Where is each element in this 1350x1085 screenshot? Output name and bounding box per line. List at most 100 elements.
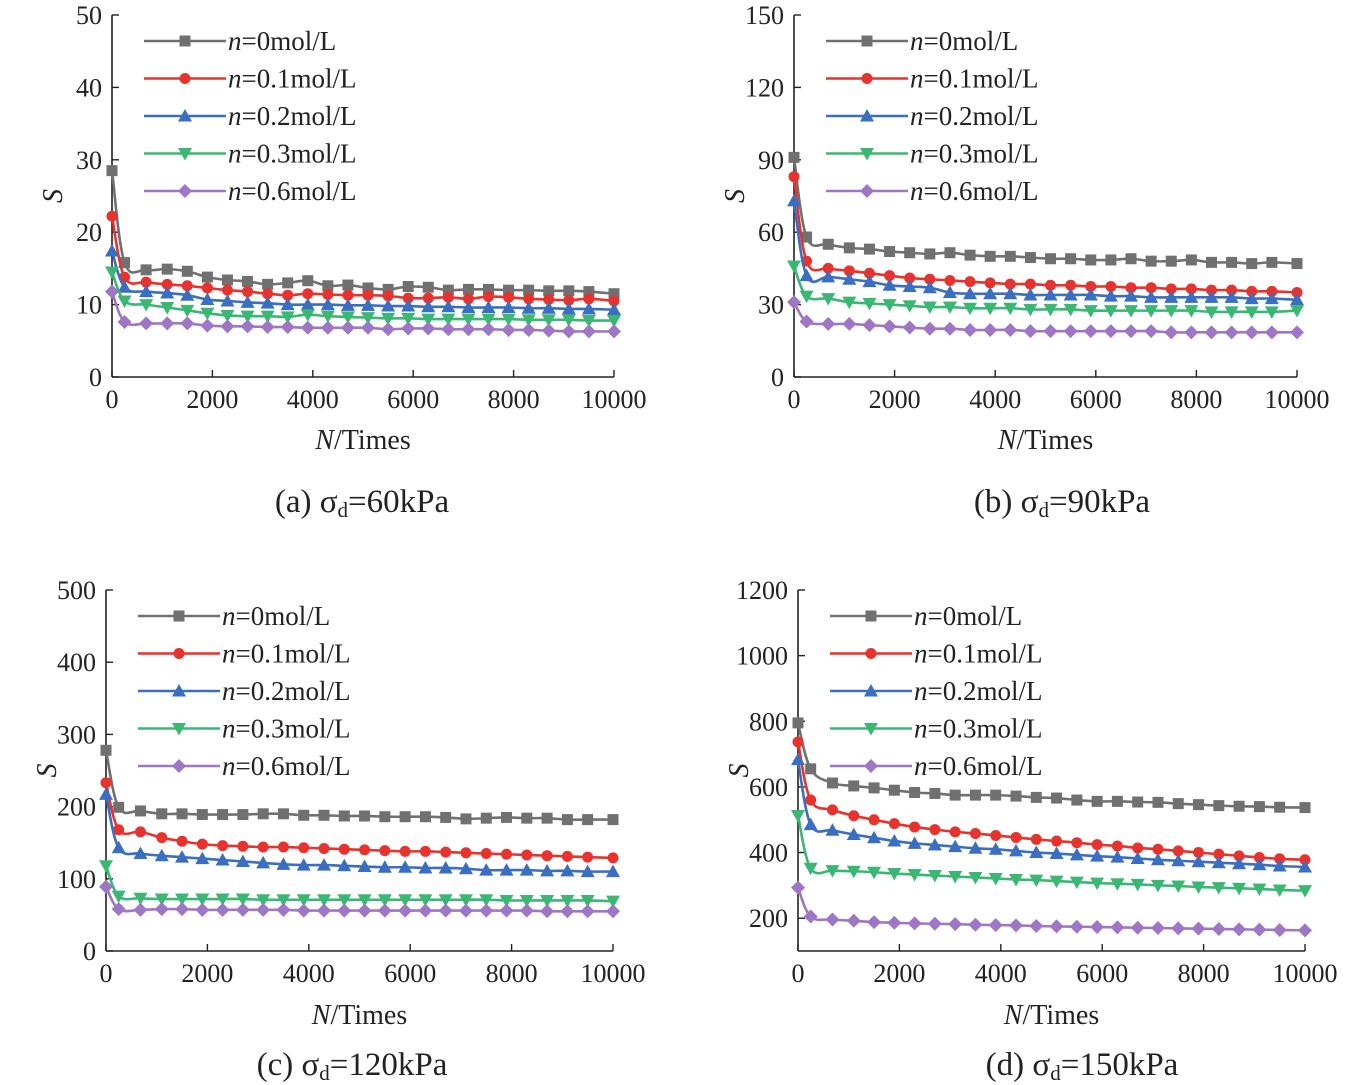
data-point [1213,800,1225,812]
data-point [561,301,576,315]
data-point [1226,256,1238,268]
data-point [133,846,148,860]
data-point [1004,278,1016,290]
data-point [1043,287,1058,301]
data-point [113,824,125,836]
data-point [521,322,536,337]
data-point [1045,253,1057,265]
data-point [181,280,193,292]
data-point [1003,302,1018,316]
data-point [1191,921,1206,936]
data-point [1150,852,1165,866]
data-point [317,858,332,871]
data-point [481,322,496,337]
legend-marker [173,610,185,622]
series-4 [791,880,1312,938]
data-point [944,274,956,286]
data-point [357,859,372,873]
data-point [302,288,314,300]
data-point [1105,281,1117,292]
data-point [1083,287,1098,301]
data-point [1023,303,1038,317]
data-point [843,242,855,254]
data-point [519,863,534,876]
data-point [200,292,215,306]
data-point [1191,854,1206,868]
data-point [882,299,897,312]
series-1 [106,210,620,307]
data-point [357,903,372,918]
data-point [867,915,882,930]
data-point [1233,850,1245,862]
y-tick-label: 400 [57,648,96,677]
data-point [320,320,335,335]
data-point [848,780,860,792]
data-point [791,752,805,766]
data-point [888,784,900,796]
data-point [175,850,190,863]
data-point [1252,883,1267,896]
x-axis-title: N/Times [997,425,1093,456]
data-point [787,193,801,207]
data-point [483,283,494,295]
data-point [300,320,315,335]
data-point [1272,884,1287,897]
data-point [799,268,814,282]
data-point [461,322,476,337]
legend-label: n=0.2mol/L [910,101,1038,131]
x-tick-label: 10000 [581,959,646,988]
data-point [1184,290,1199,303]
data-point [1071,794,1083,806]
data-point [260,310,275,324]
data-point [362,282,374,294]
x-axis-title: N/Times [311,1000,407,1031]
data-point [1211,855,1226,869]
data-point [139,299,154,312]
data-point [1069,847,1084,861]
data-point [1298,885,1312,898]
legend-label: n=0.2mol/L [914,676,1042,706]
data-point [846,827,861,840]
data-point [1272,922,1287,937]
data-point [1171,853,1186,867]
data-point [1150,879,1165,893]
data-point [99,879,113,894]
data-point [521,812,533,824]
data-point [863,267,875,279]
legend-marker [178,109,192,122]
data-point [1232,922,1247,937]
data-point [922,280,937,294]
data-point [1252,922,1267,937]
data-point [825,865,840,878]
data-point [909,821,921,833]
x-tick-label: 10000 [582,385,647,414]
series-0 [792,717,1311,814]
data-point [175,893,190,907]
data-point [154,893,169,907]
data-point [1071,837,1083,849]
data-point [964,276,976,288]
data-point [1224,290,1239,303]
legend: n=0mol/L n=0.1mol/L n=0.2mol/L n=0.3mol/L n=… [826,26,1038,206]
data-point [481,313,496,327]
data-point [949,826,961,838]
data-point [298,809,310,821]
panel-caption: (d) σd=150kPa [986,1047,1179,1085]
data-point [788,171,800,183]
data-point [440,846,452,858]
data-point [1124,289,1139,302]
data-point [399,845,411,857]
y-tick-label: 200 [749,904,788,933]
data-point [133,902,148,917]
data-point [160,286,175,299]
data-point [1065,253,1077,265]
chart-panel-d: 200 400 600 800 1000 1200 0 2000 4000 6000 8000 100… [724,576,1338,1085]
data-point [1010,790,1022,802]
data-point [581,315,596,328]
x-tick-label: 2000 [869,385,921,414]
data-point [608,295,620,307]
data-point [156,808,168,820]
data-point [176,835,188,847]
series-0 [100,744,619,826]
data-point [1246,285,1258,297]
